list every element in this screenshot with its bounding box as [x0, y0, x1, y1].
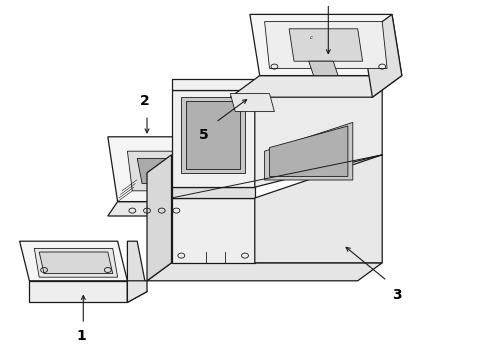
Polygon shape: [29, 281, 127, 302]
Polygon shape: [255, 155, 382, 263]
Text: c: c: [310, 35, 313, 40]
Polygon shape: [147, 155, 172, 281]
Polygon shape: [181, 97, 245, 173]
Polygon shape: [127, 241, 147, 302]
Polygon shape: [127, 151, 206, 191]
Polygon shape: [363, 14, 402, 97]
Polygon shape: [108, 202, 235, 216]
Polygon shape: [230, 76, 402, 97]
Polygon shape: [172, 79, 382, 90]
Polygon shape: [137, 158, 196, 184]
Polygon shape: [172, 187, 255, 198]
Polygon shape: [230, 94, 274, 112]
Polygon shape: [309, 61, 338, 76]
Polygon shape: [289, 29, 363, 61]
Polygon shape: [216, 137, 235, 216]
Polygon shape: [265, 22, 387, 68]
Polygon shape: [108, 137, 235, 202]
Text: 2: 2: [140, 94, 149, 108]
Polygon shape: [39, 252, 113, 274]
Polygon shape: [250, 14, 402, 76]
Polygon shape: [265, 122, 353, 180]
Polygon shape: [20, 241, 127, 281]
Text: 1: 1: [76, 329, 86, 343]
Polygon shape: [186, 101, 240, 169]
Polygon shape: [172, 198, 255, 263]
Text: 5: 5: [198, 128, 208, 142]
Polygon shape: [127, 281, 147, 302]
Polygon shape: [147, 263, 382, 281]
Polygon shape: [255, 90, 382, 187]
Text: 3: 3: [392, 288, 402, 302]
Polygon shape: [270, 126, 348, 176]
Polygon shape: [34, 248, 118, 277]
Polygon shape: [172, 90, 255, 187]
